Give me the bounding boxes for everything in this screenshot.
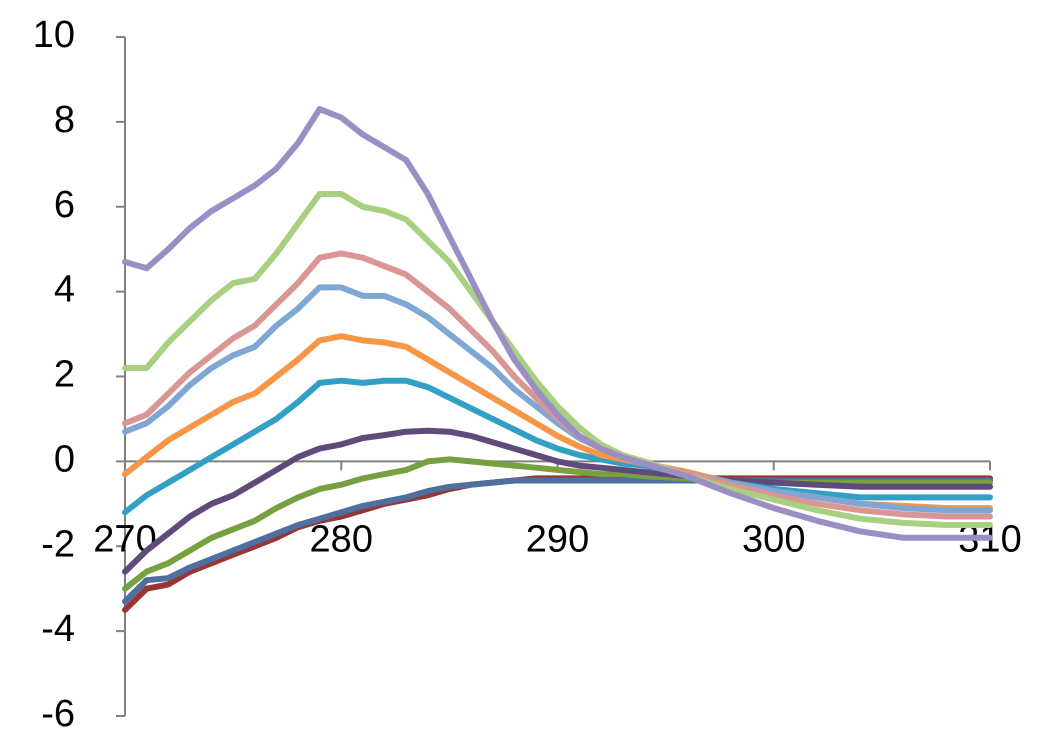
y-tick-label: 6 — [54, 184, 75, 226]
data-line — [122, 106, 993, 541]
y-tick-label: 10 — [33, 14, 75, 56]
x-tick-label: 300 — [742, 518, 805, 560]
data-line — [122, 377, 993, 516]
y-tick-label: -2 — [41, 523, 75, 565]
data-line — [122, 284, 993, 514]
data-line — [122, 250, 993, 520]
y-tick-label: -6 — [41, 693, 75, 735]
y-tick-label: 8 — [54, 99, 75, 141]
data-line — [122, 427, 993, 575]
data-line — [122, 191, 993, 528]
x-tick-label: 290 — [526, 518, 589, 560]
y-tick-label: 4 — [54, 269, 75, 311]
x-tick-label: 280 — [310, 518, 373, 560]
y-tick-label: 0 — [54, 438, 75, 480]
y-tick-label: 2 — [54, 354, 75, 396]
y-tick-label: -4 — [41, 608, 75, 650]
